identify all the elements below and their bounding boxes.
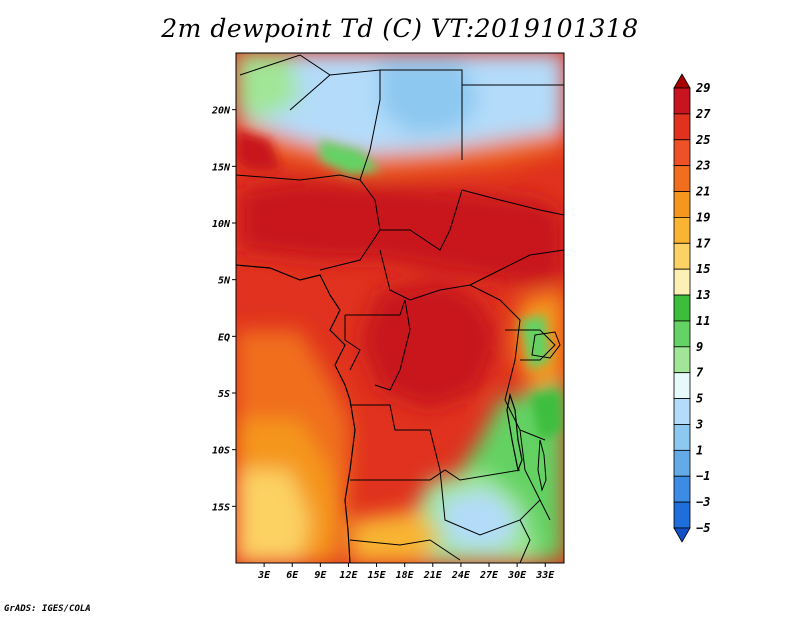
x-tick-label: 30E: [507, 570, 527, 581]
colorbar-label: 9: [696, 340, 703, 354]
colorbar-label: −3: [696, 495, 710, 509]
colorbar-segment: [673, 87, 691, 115]
border-nigeria-cameroon: [319, 199, 381, 271]
colorbar-label: 21: [695, 185, 710, 199]
y-tick-label: 15S: [212, 502, 230, 513]
border-namibia: [349, 539, 461, 561]
lake-malawi: [537, 439, 547, 492]
field-nw-green: [236, 53, 300, 120]
field-south-amber: [350, 510, 440, 563]
y-tick-label: 20N: [211, 106, 231, 117]
lake-victoria: [531, 331, 561, 359]
field-sahel-dark: [240, 180, 564, 285]
colorbar-label: 7: [696, 366, 704, 380]
border-drc-east: [499, 299, 546, 441]
x-tick-label: 18E: [396, 570, 415, 581]
border-south-sudan: [469, 249, 564, 286]
axis-ticks: 3E 6E 9E 12E 15E 18E 21E 24E 27E 30E 33E 20N 15N 10N 5…: [211, 106, 555, 581]
border-chad-car: [380, 189, 463, 251]
colorbar-label: −1: [696, 469, 710, 483]
border-sudan: [461, 189, 564, 216]
border-niger-chad: [359, 99, 381, 181]
colorbar-segment: [673, 139, 691, 167]
colorbar-segment: [673, 217, 691, 244]
border-angola-zambia: [350, 469, 521, 481]
y-tick-label: EQ: [218, 332, 230, 343]
lake-tanganyika: [506, 392, 523, 473]
border-gabon: [344, 315, 361, 371]
field-west-dark: [236, 130, 280, 170]
credit-text: GrADS: IGES/COLA: [4, 604, 91, 614]
y-tick-label: 10N: [212, 219, 231, 230]
field-congo-dark: [360, 280, 500, 410]
colorbar-segment: [673, 398, 691, 425]
x-tick-label: 21E: [423, 570, 443, 581]
colorbar-segment: [673, 242, 691, 270]
field-malawi-green: [530, 390, 562, 440]
field-south-blue: [440, 490, 520, 550]
x-tick-label: 3E: [257, 570, 271, 581]
colorbar-top-triangle: [673, 73, 691, 89]
atlantic-coastline: [236, 264, 356, 563]
colorbar-label: 13: [696, 288, 710, 302]
y-tick-label: 5N: [218, 276, 231, 287]
y-tick-label: 10S: [212, 446, 230, 457]
border-mozambique: [519, 519, 531, 563]
colorbar-label: 3: [695, 417, 703, 431]
colorbar-segment: [673, 294, 691, 322]
x-tick-label: 15E: [368, 570, 387, 581]
colorbar-label: 27: [695, 107, 711, 121]
x-tick-label: 9E: [314, 570, 327, 581]
country-borders: [236, 54, 564, 563]
border-uganda-kenya: [505, 329, 556, 361]
border-malawi-mozambique: [519, 429, 551, 521]
x-tick-label: 33E: [535, 570, 555, 581]
field-sahel-orange: [240, 120, 564, 175]
colorbar-label: 23: [695, 159, 710, 173]
colorbar-segment: [673, 475, 691, 503]
border-libya-chad: [380, 69, 463, 160]
x-tick-label: 27E: [479, 570, 499, 581]
dewpoint-field: [236, 53, 564, 563]
border-mali-niger: [289, 74, 331, 111]
field-atlantic-yellow: [236, 470, 310, 563]
colorbar-segment: [673, 165, 691, 192]
y-tick-label: 15N: [212, 162, 231, 173]
border-cameroon-congo: [345, 299, 406, 316]
colorbar: 29 27 25 23 21 19 17 15 13 11 9 7 5 3 1 −1 −3 −5: [673, 73, 711, 543]
colorbar-segment: [673, 346, 691, 374]
colorbar-segment: [673, 191, 691, 218]
x-tick-label: 6E: [286, 570, 299, 581]
colorbar-segment: [673, 113, 691, 141]
colorbar-bottom-triangle: [673, 527, 691, 543]
colorbar-label: 29: [695, 81, 710, 95]
colorbar-segment: [673, 424, 691, 451]
colorbar-segment: [673, 268, 691, 296]
colorbar-label: 5: [696, 392, 703, 406]
border-niger-nigeria: [236, 174, 376, 201]
colorbar-segment: [673, 501, 691, 529]
colorbar-label: 19: [696, 210, 710, 224]
border-congo-drc: [374, 299, 411, 391]
x-tick-label: 12E: [339, 570, 358, 581]
map-frame: [235, 52, 565, 564]
colorbar-label: −5: [696, 521, 710, 535]
field-sahara-darkblue: [380, 60, 480, 135]
chart-title: 2m dewpoint Td (C) VT:2019101318: [161, 14, 639, 43]
colorbar-label: 1: [696, 443, 703, 457]
border-drc-angola: [350, 404, 441, 471]
colorbar-segment: [673, 449, 691, 477]
border-car-drc: [379, 249, 501, 301]
x-tick-label: 24E: [451, 570, 471, 581]
colorbar-label: 17: [696, 236, 711, 250]
colorbar-label: 15: [696, 262, 710, 276]
colorbar-label: 25: [695, 133, 710, 147]
border-zambia-zimbabwe: [439, 469, 541, 536]
colorbar-label: 11: [696, 314, 710, 328]
colorbar-segment: [673, 372, 691, 399]
colorbar-segment: [673, 320, 691, 348]
y-tick-label: 5S: [218, 389, 230, 400]
